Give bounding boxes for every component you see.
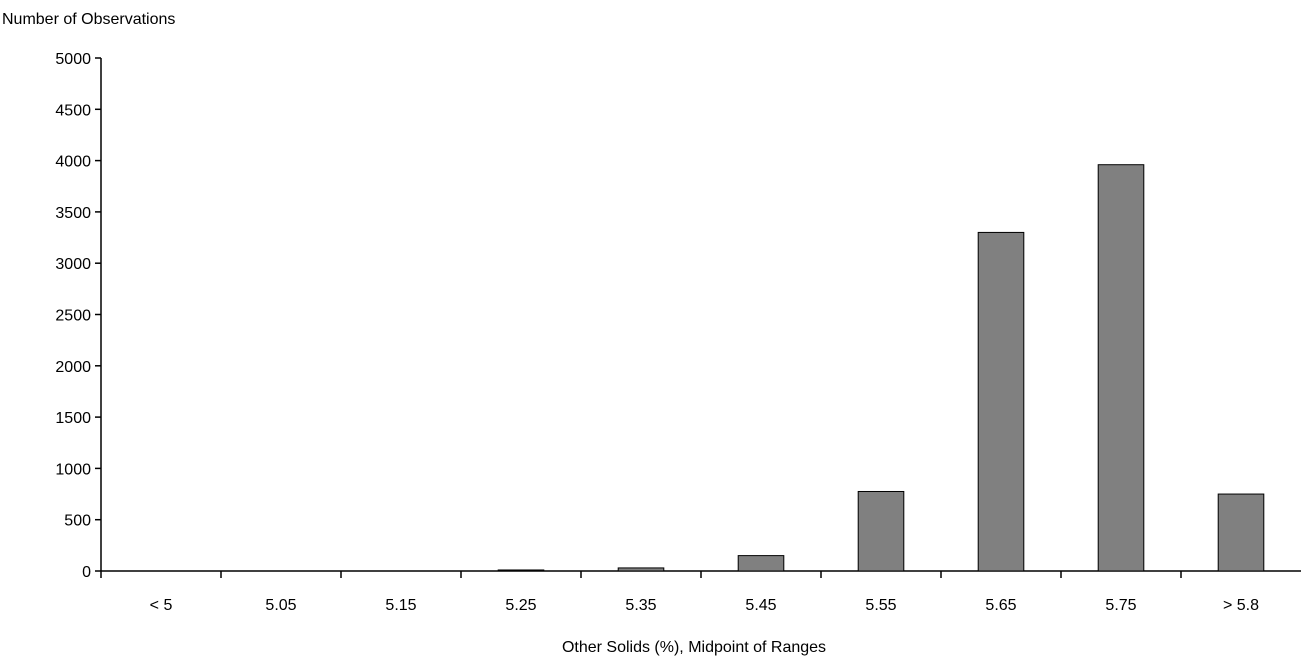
x-tick-label: > 5.8: [1223, 597, 1259, 614]
x-axis-title: Other Solids (%), Midpoint of Ranges: [562, 639, 826, 656]
x-tick-label: 5.55: [865, 597, 896, 614]
x-tick-label: 5.15: [385, 597, 416, 614]
y-tick-label: 2500: [55, 308, 91, 325]
bars: [497, 164, 1265, 572]
y-tick-label: 1500: [55, 410, 91, 427]
y-tick-label: 500: [64, 513, 91, 530]
y-tick-label: 5000: [55, 51, 91, 68]
x-tick-label: 5.25: [505, 597, 536, 614]
y-tick-label: 2000: [55, 359, 91, 376]
bar-5-75: [1097, 164, 1145, 572]
x-tick-label: 5.35: [625, 597, 656, 614]
bar-5-55: [857, 490, 905, 572]
x-tick-label: < 5: [150, 597, 173, 614]
x-tick-label: 5.45: [745, 597, 776, 614]
y-axis: 0 500 1000 1500 2000 2500 3000 3500 4000 4500 5000: [55, 51, 102, 581]
bar-5-8: [1217, 493, 1265, 572]
bar-5-45: [737, 555, 785, 572]
bar-5-25: [497, 569, 545, 572]
y-tick-label: 0: [82, 564, 91, 581]
y-axis-title: Number of Observations: [2, 11, 175, 28]
y-tick-label: 1000: [55, 461, 91, 478]
y-tick-label: 4000: [55, 154, 91, 171]
x-tick-label: 5.65: [985, 597, 1016, 614]
y-tick-label: 3000: [55, 256, 91, 273]
x-tick-label: 5.05: [265, 597, 296, 614]
bar-5-35: [617, 567, 665, 572]
bar-5-65: [977, 231, 1025, 572]
x-tick-label: 5.75: [1105, 597, 1136, 614]
x-axis: < 5 5.05 5.15 5.25 5.35 5.45 5.55 5.65 5.75 > 5.8: [100, 570, 1301, 614]
y-tick-label: 3500: [55, 205, 91, 222]
y-tick-label: 4500: [55, 102, 91, 119]
